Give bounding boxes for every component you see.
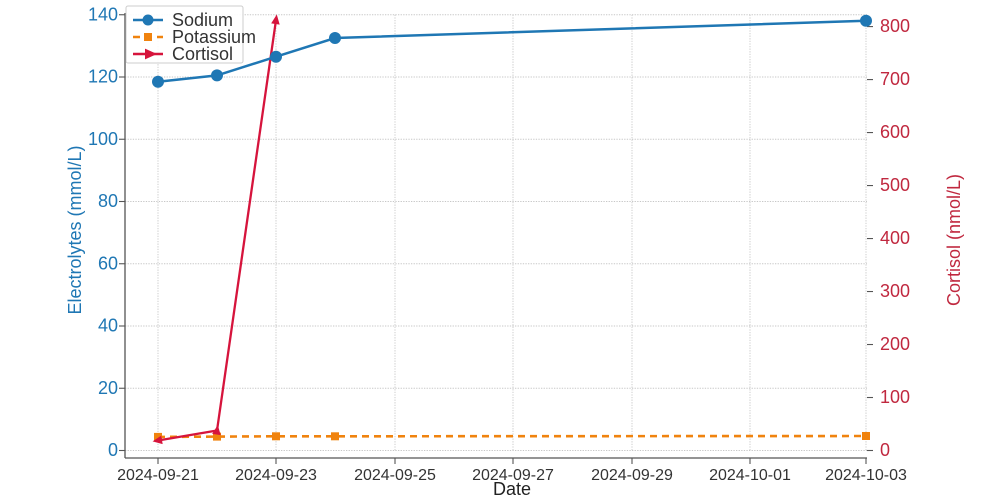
svg-text:600: 600 bbox=[880, 122, 910, 142]
svg-text:60: 60 bbox=[98, 253, 118, 273]
svg-text:Date: Date bbox=[493, 479, 531, 498]
svg-text:0: 0 bbox=[108, 440, 118, 460]
svg-text:2024-09-23: 2024-09-23 bbox=[235, 467, 317, 484]
svg-text:700: 700 bbox=[880, 69, 910, 89]
svg-text:2024-09-29: 2024-09-29 bbox=[591, 467, 673, 484]
svg-text:20: 20 bbox=[98, 378, 118, 398]
svg-text:120: 120 bbox=[88, 67, 118, 87]
svg-text:2024-09-21: 2024-09-21 bbox=[117, 467, 199, 484]
svg-text:140: 140 bbox=[88, 4, 118, 24]
svg-text:2024-10-01: 2024-10-01 bbox=[709, 467, 791, 484]
svg-text:Electrolytes (mmol/L): Electrolytes (mmol/L) bbox=[65, 145, 85, 314]
svg-text:2024-09-25: 2024-09-25 bbox=[354, 467, 436, 484]
svg-text:Cortisol: Cortisol bbox=[172, 44, 233, 64]
svg-text:100: 100 bbox=[880, 387, 910, 407]
svg-text:300: 300 bbox=[880, 281, 910, 301]
svg-text:Cortisol (nmol/L): Cortisol (nmol/L) bbox=[944, 174, 964, 306]
svg-text:500: 500 bbox=[880, 175, 910, 195]
svg-text:40: 40 bbox=[98, 316, 118, 336]
svg-text:200: 200 bbox=[880, 334, 910, 354]
svg-text:100: 100 bbox=[88, 129, 118, 149]
svg-text:400: 400 bbox=[880, 228, 910, 248]
svg-text:800: 800 bbox=[880, 16, 910, 36]
svg-text:0: 0 bbox=[880, 440, 890, 460]
svg-text:80: 80 bbox=[98, 191, 118, 211]
svg-text:2024-10-03: 2024-10-03 bbox=[825, 467, 907, 484]
